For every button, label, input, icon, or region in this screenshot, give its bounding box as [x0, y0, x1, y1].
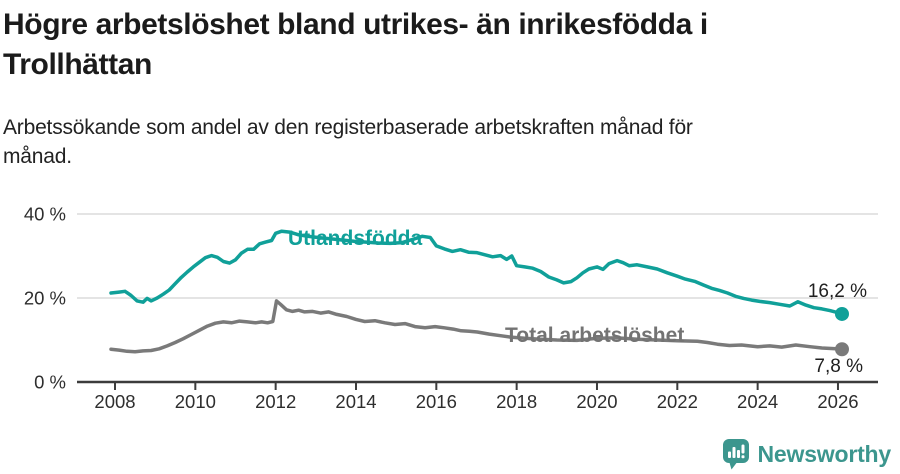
page-subtitle: Arbetssökande som andel av den registerb…	[3, 113, 883, 171]
x-tick-label: 2026	[817, 391, 858, 412]
series-label-utlandsfodda: Utlandsfödda	[288, 227, 422, 250]
bar-icon-tall	[732, 447, 736, 458]
end-value-label-utlandsfodda: 16,2 %	[808, 281, 867, 302]
x-tick-label: 2024	[737, 391, 778, 412]
y-tick-label: 20 %	[24, 288, 66, 309]
bar-icon-short	[727, 451, 731, 458]
y-tick-label: 0 %	[34, 372, 66, 393]
bar-icon-medium	[736, 450, 740, 458]
x-tick-label: 2018	[496, 391, 537, 412]
page-title-line1: Högre arbetslöshet bland utrikes- än inr…	[3, 8, 708, 41]
x-tick-label: 2012	[255, 391, 296, 412]
series-end-dot-utlandsfodda	[834, 306, 849, 321]
newsworthy-speech-bubble-chart-icon	[722, 439, 749, 470]
newsworthy-logo-text: Newsworthy	[757, 440, 892, 467]
series-line-utlandsfodda	[109, 229, 844, 316]
x-tick-label: 2010	[175, 391, 216, 412]
line-chart: 2008 2010 2012 2014 2016 2018 2020 2022 2024 2026…	[24, 204, 878, 412]
series-label-total: Total arbetslöshet	[505, 324, 684, 347]
x-tick-label: 2016	[416, 391, 457, 412]
x-tick-label: 2008	[94, 391, 135, 412]
page-subtitle-line1: Arbetssökande som andel av den registerb…	[3, 116, 693, 139]
series-line-total	[109, 299, 844, 354]
x-tick-label: 2020	[576, 391, 617, 412]
series-end-dot-total	[834, 342, 849, 357]
page-subtitle-line2: månad.	[3, 145, 72, 168]
page-title: Högre arbetslöshet bland utrikes- än inr…	[3, 5, 883, 85]
x-tick-label: 2014	[335, 391, 376, 412]
exclamation-icon-bar	[741, 444, 745, 454]
x-tick-label: 2022	[657, 391, 698, 412]
y-tick-label: 40 %	[24, 204, 66, 225]
end-value-label-total: 7,8 %	[814, 356, 863, 377]
exclamation-icon-dot	[741, 455, 745, 459]
page-title-line2: Trollhättan	[3, 48, 152, 81]
newsworthy-logo[interactable]: Newsworthy	[721, 438, 891, 470]
